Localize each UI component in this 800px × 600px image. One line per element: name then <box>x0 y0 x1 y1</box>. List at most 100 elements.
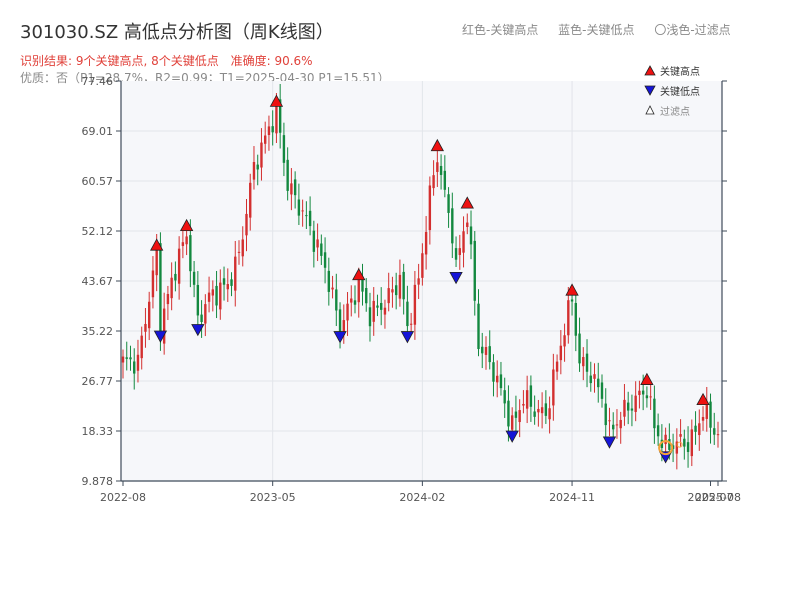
candle-body <box>690 429 694 457</box>
candle-body <box>237 251 241 253</box>
legend-filtered-icon <box>645 105 655 115</box>
candle-body <box>402 271 405 300</box>
candle-body <box>204 304 207 324</box>
filtered-marker-trail <box>676 441 683 448</box>
candle-body <box>537 408 540 413</box>
candle-body <box>249 182 252 218</box>
key-high-marker <box>150 238 164 251</box>
key-high-marker <box>430 138 445 152</box>
candle-body <box>593 374 596 379</box>
candle-body <box>346 303 349 321</box>
candle-body <box>615 424 619 426</box>
candle-body <box>338 309 342 335</box>
candle-body <box>316 239 319 248</box>
candle-body <box>252 162 256 180</box>
candle-body <box>458 248 461 255</box>
accuracy-label: 准确度: 90.6% <box>230 54 313 68</box>
legend-high-icon <box>644 65 656 76</box>
candle-body <box>597 378 600 388</box>
candle-body <box>424 231 428 255</box>
key-high-marker <box>269 94 284 107</box>
candle-body <box>514 411 518 418</box>
y-tick-label: 69.01 <box>82 125 114 138</box>
candle-body <box>380 302 383 310</box>
candle-body <box>282 135 286 163</box>
candle-body <box>540 407 544 414</box>
candle-body <box>570 299 574 302</box>
candle-body <box>432 175 435 189</box>
top-legend: 红色-关键高点 蓝色-关键低点 〇浅色-过滤点 <box>462 21 747 38</box>
candle-body <box>683 438 686 447</box>
candle-body <box>185 236 188 245</box>
candle-body <box>436 162 439 172</box>
candle-body <box>413 284 417 325</box>
candle-body <box>368 307 372 327</box>
candle-body <box>144 323 147 332</box>
candle-body <box>694 425 697 432</box>
candle-body <box>716 434 720 436</box>
candle-body <box>151 270 155 298</box>
candle-body <box>548 408 551 420</box>
key-low-marker <box>505 430 519 443</box>
candle-body <box>245 213 248 236</box>
candle-body <box>387 288 390 304</box>
candle-body <box>604 403 607 426</box>
candle-body <box>320 243 323 256</box>
candle-body <box>174 273 177 281</box>
candle-body <box>219 282 222 310</box>
y-tick-label: 60.57 <box>82 175 114 188</box>
candle-body <box>428 185 432 231</box>
legend-low-label: 关键低点 <box>660 85 700 98</box>
candle-body <box>409 323 413 325</box>
candle-body <box>189 235 192 272</box>
candle-body <box>630 408 634 411</box>
y-tick-label: 35.22 <box>82 325 114 338</box>
candle-body <box>335 289 338 311</box>
candle-body <box>488 346 491 363</box>
candle-body <box>522 403 525 406</box>
candle-body <box>271 126 274 133</box>
candle-body <box>342 320 345 336</box>
candle-body <box>473 240 476 301</box>
candle-body <box>170 277 173 299</box>
y-tick-label: 77.46 <box>82 75 114 88</box>
top-legend-light: 〇浅色-过滤点 <box>654 23 731 37</box>
key-low-marker <box>333 331 347 344</box>
candle-body <box>394 285 398 296</box>
candle-body <box>563 335 566 347</box>
x-tick-label: 2024-02 <box>399 491 445 504</box>
key-low-marker <box>400 331 415 344</box>
candle-body <box>398 274 402 299</box>
key-low-marker <box>153 330 168 343</box>
x-tick-label: 2025-07 <box>688 491 734 504</box>
candle-body <box>234 256 237 291</box>
candle-body <box>589 375 592 384</box>
candle-body <box>439 165 443 175</box>
key-low-marker <box>191 324 205 337</box>
candle-body <box>159 243 162 339</box>
candle-body <box>544 403 548 416</box>
candle-body <box>503 390 506 404</box>
candle-body <box>492 362 495 382</box>
candle-body <box>626 402 630 411</box>
candle-body <box>585 353 589 372</box>
candle-body <box>499 374 503 389</box>
candle-body <box>357 276 360 303</box>
candle-body <box>634 395 637 412</box>
candle-body <box>510 415 514 430</box>
y-tick-label: 52.12 <box>82 225 114 238</box>
candle-body <box>656 425 660 437</box>
candle-body <box>196 284 200 316</box>
key-low-marker <box>449 271 463 285</box>
candle-body <box>443 170 447 190</box>
candle-body <box>582 357 585 367</box>
candle-body <box>383 307 387 315</box>
candle-body <box>305 215 308 217</box>
candle-body <box>713 428 716 435</box>
candle-body <box>469 226 473 245</box>
chart-title: 301030.SZ 高低点分析图（周K线图） <box>20 22 334 43</box>
candle-body <box>177 248 181 284</box>
candle-body <box>391 289 394 293</box>
candle-body <box>129 357 132 360</box>
